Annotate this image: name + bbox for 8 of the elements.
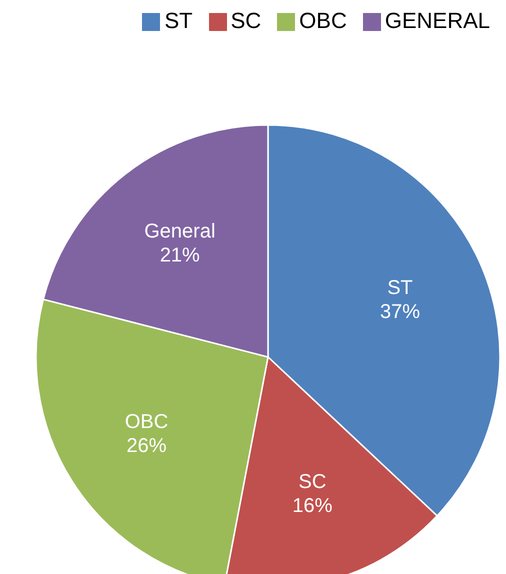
- legend-label: GENERAL: [384, 8, 490, 33]
- legend-label: ST: [164, 8, 193, 33]
- data-label: OBC 26%: [124, 411, 168, 458]
- data-label: General 21%: [144, 220, 216, 266]
- data-label: ST 37%: [380, 276, 420, 323]
- data-label: SC 16%: [292, 470, 333, 517]
- legend-label: SC: [230, 8, 262, 33]
- legend-label: OBC: [299, 8, 347, 33]
